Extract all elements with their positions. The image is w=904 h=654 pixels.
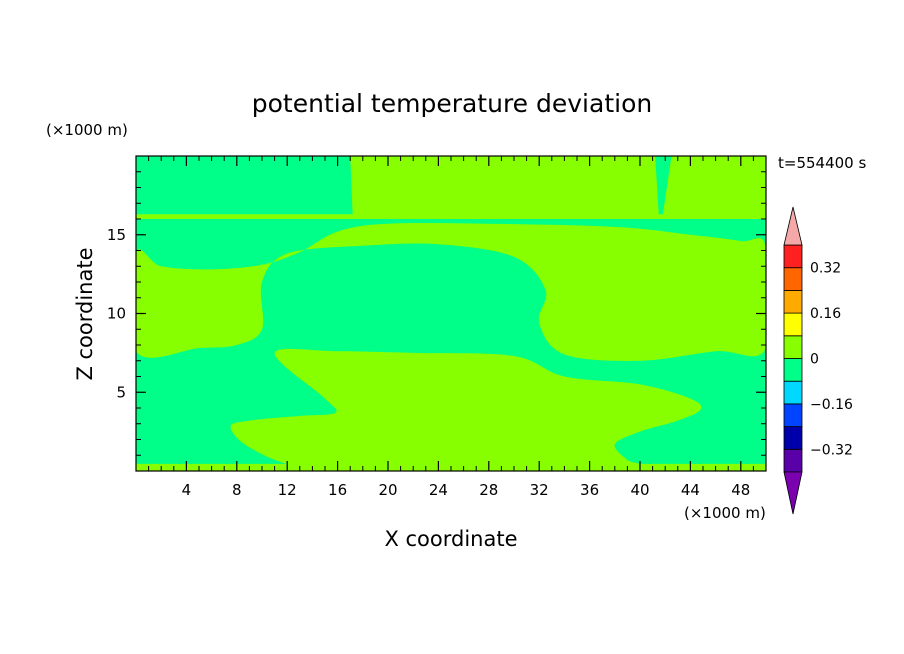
colorbar-swatch bbox=[783, 380, 803, 405]
x-tick-label: 8 bbox=[232, 481, 242, 499]
colorbar-under-triangle bbox=[783, 471, 803, 515]
colorbar-swatch bbox=[783, 403, 803, 427]
colorbar-label: 0.32 bbox=[810, 261, 841, 277]
y-axis-unit: (×1000 m) bbox=[46, 121, 128, 139]
x-axis-label: X coordinate bbox=[384, 527, 517, 551]
colorbar-swatch bbox=[783, 244, 803, 269]
x-tick-label: 36 bbox=[580, 481, 599, 499]
colorbar-swatch bbox=[783, 448, 803, 473]
x-tick-label: 20 bbox=[378, 481, 397, 499]
x-axis-unit: (×1000 m) bbox=[684, 504, 766, 522]
y-tick-label: 10 bbox=[107, 305, 126, 323]
x-tick-label: 16 bbox=[328, 481, 347, 499]
colorbar: 0.32 0.16 0 −0.16 −0.32 bbox=[783, 206, 853, 515]
y-axis-label: Z coordinate bbox=[73, 247, 97, 380]
contour-region-1 bbox=[662, 156, 766, 216]
colorbar-swatch bbox=[783, 267, 803, 291]
colorbar-label: −0.32 bbox=[810, 442, 853, 458]
chart-title: potential temperature deviation bbox=[252, 89, 652, 118]
x-tick-label: 48 bbox=[731, 481, 750, 499]
x-tick-label: 28 bbox=[479, 481, 498, 499]
colorbar-over-triangle bbox=[783, 206, 803, 246]
contour-region-2 bbox=[136, 214, 766, 219]
contour-region-0 bbox=[350, 156, 659, 216]
colorbar-label: 0.16 bbox=[810, 306, 841, 322]
contour-region-3 bbox=[136, 222, 766, 361]
colorbar-label: −0.16 bbox=[810, 397, 853, 413]
colorbar-swatch bbox=[783, 358, 803, 382]
y-tick-label: 15 bbox=[107, 226, 126, 244]
colorbar-swatch bbox=[783, 312, 803, 337]
x-tick-label: 24 bbox=[429, 481, 448, 499]
time-label: t=554400 s bbox=[778, 154, 866, 172]
x-tick-label: 4 bbox=[182, 481, 192, 499]
x-tick-label: 32 bbox=[530, 481, 549, 499]
y-tick-label: 5 bbox=[116, 383, 126, 401]
x-tick-label: 44 bbox=[681, 481, 700, 499]
x-tick-label: 12 bbox=[278, 481, 297, 499]
colorbar-swatch bbox=[783, 335, 803, 359]
x-tick-label: 40 bbox=[630, 481, 649, 499]
contour-region-4 bbox=[230, 348, 702, 468]
colorbar-label: 0 bbox=[810, 352, 819, 368]
colorbar-swatch bbox=[783, 426, 803, 450]
colorbar-swatch bbox=[783, 289, 803, 314]
